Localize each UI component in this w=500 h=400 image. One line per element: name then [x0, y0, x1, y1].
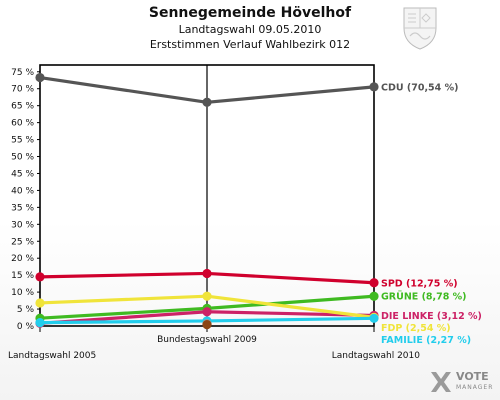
- y-tick-label: 65 %: [11, 102, 34, 112]
- y-tick-label: 25 %: [11, 237, 34, 247]
- data-point: [35, 272, 45, 282]
- data-point: [369, 278, 379, 288]
- y-tick-label: 0 %: [17, 322, 35, 332]
- data-point: [202, 307, 212, 317]
- data-point: [369, 313, 379, 323]
- y-tick-label: 30 %: [11, 220, 34, 230]
- data-point: [202, 97, 212, 107]
- vote-manager-logo-icon: [431, 372, 451, 392]
- data-point: [202, 268, 212, 279]
- chart-header: Sennegemeinde Hövelhof Landtagswahl 09.0…: [0, 5, 500, 52]
- coat-of-arms-icon: [403, 7, 437, 50]
- logo-subword: MANAGER: [456, 384, 494, 391]
- series-label: DIE LINKE (3,12 %): [381, 311, 482, 322]
- chart-subtitle-2: Erststimmen Verlauf Wahlbezirk 012: [149, 38, 351, 51]
- series-label: FDP (2,54 %): [381, 323, 451, 334]
- data-point: [369, 82, 379, 92]
- y-tick-label: 55 %: [11, 136, 34, 146]
- y-tick-label: 50 %: [11, 153, 34, 163]
- vote-manager-logo: VOTE MANAGER: [456, 371, 493, 393]
- y-tick-label: 5 %: [17, 305, 35, 315]
- x-tick-label: Landtagswahl 2010: [332, 351, 421, 361]
- data-point: [35, 318, 45, 328]
- data-point: [369, 291, 379, 301]
- data-point: [202, 320, 212, 330]
- y-tick-label: 40 %: [11, 186, 34, 196]
- y-tick-label: 10 %: [11, 288, 34, 298]
- x-tick-label: Bundestagswahl 2009: [157, 335, 257, 345]
- y-tick-label: 35 %: [11, 203, 34, 213]
- data-point: [35, 298, 45, 308]
- series-label: FAMILIE (2,27 %): [381, 335, 471, 346]
- y-tick-label: 15 %: [11, 271, 34, 281]
- logo-word: VOTE: [456, 370, 489, 383]
- data-point: [202, 291, 212, 301]
- data-point: [35, 72, 45, 83]
- x-tick-label: Landtagswahl 2005: [8, 351, 96, 361]
- chart-subtitle: Landtagswahl 09.05.2010: [178, 23, 322, 36]
- y-tick-label: 45 %: [11, 169, 34, 179]
- series-label: GRÜNE (8,78 %): [381, 292, 467, 303]
- series-label: CDU (70,54 %): [381, 82, 458, 93]
- y-tick-label: 75 %: [11, 68, 34, 78]
- chart-title: Sennegemeinde Hövelhof: [148, 5, 352, 21]
- y-tick-label: 20 %: [11, 254, 34, 264]
- y-tick-label: 70 %: [11, 85, 34, 95]
- series-label: SPD (12,75 %): [381, 278, 458, 289]
- y-tick-label: 60 %: [11, 119, 34, 129]
